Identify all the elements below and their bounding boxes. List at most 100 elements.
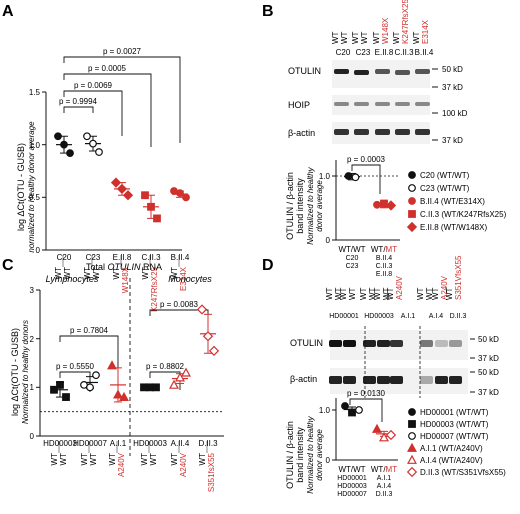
band-otulin <box>343 340 356 347</box>
group-member: B.II.4 <box>376 255 392 262</box>
c-ytick: 1 <box>30 383 35 392</box>
genotype-label: WT <box>92 267 101 280</box>
data-point <box>341 402 349 410</box>
lane-genotype: WT <box>340 31 349 44</box>
d-plot-area <box>341 402 397 442</box>
lane-genotype: WT <box>392 31 401 44</box>
lane-sample: E.II.8 <box>375 48 394 57</box>
x-tick-label: B.II.4 <box>171 253 190 262</box>
data-point <box>169 379 179 389</box>
lane-genotype: WT <box>386 287 395 300</box>
lane-genotype: WT <box>325 287 334 300</box>
group-member: E.II.8 <box>376 271 392 278</box>
d-bracket <box>349 398 383 422</box>
band-actin <box>415 129 430 135</box>
data-point <box>141 191 149 200</box>
x-tick-label: C23 <box>86 253 101 262</box>
b-ytick: 0 <box>326 236 331 245</box>
lane-genotype: WT <box>416 287 425 300</box>
data-point <box>372 423 382 433</box>
genotype-label: WT <box>50 453 59 466</box>
genotype-label: E314X <box>179 266 188 291</box>
a-bracket <box>63 73 152 147</box>
a-pvalue: p = 0.0027 <box>103 47 142 56</box>
data-point <box>379 432 389 442</box>
c-ytick: 3 <box>30 286 35 295</box>
b-group-label-wt: WT/WT <box>338 245 365 254</box>
c-title: Total OTULIN RNA <box>86 262 162 272</box>
band-actin <box>420 376 433 384</box>
x-tick-label: HD00003 <box>133 439 167 448</box>
band-actin <box>377 376 390 384</box>
a-y-ticks: 0 0.5 1.0 1.5 <box>29 88 46 255</box>
a-ytick: 1.5 <box>29 88 41 97</box>
c-subtitle-lymphocytes: Lymphocytes <box>46 274 99 284</box>
d-sample-labels: HD00001 HD00003 A.I.1 A.I.4 D.II.3 <box>329 313 466 320</box>
x-tick-label: C20 <box>57 253 72 262</box>
lane-genotype: WT <box>373 287 382 300</box>
d-ylabel3: Normalized to healthy <box>306 415 315 493</box>
c-bracket <box>59 335 119 380</box>
d-ytick: 0 <box>326 456 331 465</box>
legend-label: B.II.4 (WT/E314X) <box>420 197 485 206</box>
legend-marker <box>407 454 417 464</box>
band-otulin <box>395 70 410 75</box>
data-point <box>181 367 191 377</box>
lane-genotype: A240V <box>395 275 404 300</box>
b-marker: 37 kD <box>442 136 463 145</box>
b-blot: OTULIN HOIP β-actin 50 kD 37 kD 100 kD 3… <box>288 60 468 145</box>
data-point <box>110 177 122 188</box>
x-tick-label: HD00007 <box>73 439 107 448</box>
lane-sample: B.II.4 <box>415 48 434 57</box>
data-point <box>66 149 74 157</box>
a-ytick: 0.5 <box>29 193 41 202</box>
group-member: A.I.4 <box>377 483 392 490</box>
band-otulin <box>377 340 390 347</box>
data-point <box>116 183 128 195</box>
data-point <box>380 199 388 208</box>
a-ylabel2: normalized to Healthy donor average <box>27 121 36 253</box>
a-ylabel: log ΔCt(OTU - GUSB) <box>16 143 26 231</box>
data-point <box>119 391 129 401</box>
b-ylabel: OTULIN / β-actin <box>285 172 295 240</box>
genotype-label: A240V <box>117 452 126 477</box>
lane-genotype: WT <box>412 31 421 44</box>
genotype-label: S351fsX55 <box>207 452 216 492</box>
d-group-label-mt: WT/MT <box>371 465 397 474</box>
a-bracket <box>63 106 94 113</box>
panel-label-b: B <box>262 3 274 20</box>
legend-marker <box>408 184 416 192</box>
d-row-otulin: OTULIN <box>290 338 323 348</box>
legend-label: A.I.4 (WT/A240V) <box>420 456 483 465</box>
group-member: C23 <box>346 263 359 270</box>
legend-label: E.II.8 (WT/W148X) <box>420 223 487 232</box>
band-actin <box>343 376 356 384</box>
band-hoip <box>395 102 410 106</box>
b-marker: 100 kD <box>442 109 468 118</box>
legend-marker <box>407 442 417 452</box>
d-blot: OTULIN β-actin 50 kD 37 kD 50 kD 37 kD <box>290 326 499 398</box>
legend-label: A.I.1 (WT/A240V) <box>420 444 483 453</box>
d-bands <box>329 340 462 384</box>
data-point <box>373 200 381 209</box>
band-actin <box>329 376 342 384</box>
a-pvalue: p = 0.9994 <box>59 97 98 106</box>
d-ylabel2: band intensity <box>295 427 305 483</box>
group-member: C20 <box>346 255 359 262</box>
data-point <box>95 148 103 156</box>
data-point <box>208 345 220 356</box>
group-member: HD00001 <box>337 475 367 482</box>
genotype-label: W148X <box>121 266 130 293</box>
data-point <box>176 189 184 198</box>
legend-label: HD00007 (WT/WT) <box>420 432 489 441</box>
genotype-label: WT <box>149 453 158 466</box>
d-ylabel4: donor average <box>315 429 324 481</box>
a-ytick: 1.0 <box>29 141 41 150</box>
data-point <box>122 190 134 201</box>
legend-label: C20 (WT/WT) <box>420 171 470 180</box>
genotype-label: WT <box>140 453 149 466</box>
